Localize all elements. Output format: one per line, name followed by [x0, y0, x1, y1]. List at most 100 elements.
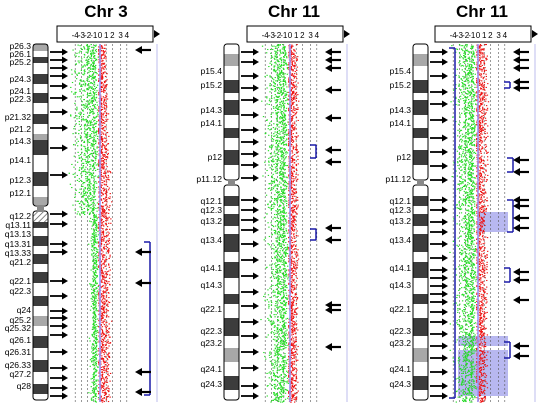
- band-label: q13.13: [5, 229, 32, 239]
- idiogram-band: [33, 186, 48, 197]
- band-label: p15.2: [200, 80, 222, 90]
- idiogram-band: [413, 100, 428, 115]
- arrow-icon: [325, 224, 332, 232]
- idiogram-band: [224, 252, 239, 262]
- arrow-icon: [442, 354, 448, 362]
- idiogram-band: [413, 138, 428, 150]
- band-label: q28: [17, 381, 32, 391]
- band-label: q24: [17, 305, 32, 315]
- idiogram-band: [33, 103, 48, 114]
- scale-tick-label: 4: [315, 31, 320, 40]
- band-label: p26.1: [9, 49, 31, 59]
- arrow-icon: [62, 374, 68, 382]
- log2-ratio-scale: -4 -3 -2 -1 0 1 2 3 4: [434, 25, 538, 43]
- panel-chr11-a: Chr 11 -4 -3 -2 -1 0 1 2 3 4 p15.4 p15.2 p14.3 p14.…: [196, 2, 350, 403]
- idiogram-band: [33, 84, 48, 93]
- centromere: [417, 179, 424, 186]
- arrow-icon: [442, 88, 448, 96]
- arrow-icon: [442, 228, 448, 236]
- arrow-icon: [442, 308, 448, 316]
- band-label: q21.2: [9, 257, 31, 267]
- idiogram-band: [224, 93, 239, 100]
- arrow-icon: [325, 306, 332, 314]
- arrow-icon: [62, 64, 68, 72]
- scale-tick-label: 0: [476, 31, 481, 40]
- arrow-icon: [513, 196, 520, 204]
- band-labels: p15.4p15.2p14.3p14.1p12p11.12q12.1q12.3q…: [196, 66, 222, 389]
- band-label: q13.11: [5, 220, 31, 230]
- arrow-icon: [442, 392, 448, 400]
- idiogram-band: [33, 44, 48, 51]
- arrow-icon: [325, 48, 332, 56]
- arrow-icon: [513, 352, 520, 360]
- scale-tick-label: -1: [280, 31, 288, 40]
- arrow-icon: [62, 108, 68, 116]
- scale-tick-label: 2: [110, 31, 115, 40]
- scale-tick-label: -3: [78, 31, 86, 40]
- arrow-icon: [62, 384, 68, 392]
- idiogram-band: [33, 57, 48, 63]
- band-label: q13.33: [5, 248, 32, 258]
- band-label: p12.1: [9, 188, 31, 198]
- idiogram-band: [224, 214, 239, 226]
- arrow-icon: [325, 114, 332, 122]
- arrow-icon: [253, 161, 259, 169]
- idiogram-band: [33, 134, 48, 140]
- idiogram-band: [33, 155, 48, 172]
- idiogram-band: [33, 246, 48, 254]
- idiogram-band: [413, 262, 428, 278]
- arrow-icon: [253, 318, 259, 326]
- idiogram-band: [33, 394, 48, 400]
- idiogram-band: [33, 360, 48, 372]
- idiogram-band: [33, 140, 48, 155]
- band-label: q22.3: [389, 326, 411, 336]
- band-label: q13.2: [200, 216, 222, 226]
- idiogram-band: [33, 228, 48, 236]
- arrow-icon: [253, 84, 259, 92]
- arrow-icon: [513, 214, 520, 222]
- arrow-icon: [253, 272, 259, 280]
- idiogram-band: [413, 93, 428, 100]
- band-label: q22.3: [9, 286, 31, 296]
- scale-tick-label: 3: [496, 31, 501, 40]
- idiogram-band: [413, 196, 428, 206]
- arrow-icon: [325, 56, 332, 64]
- arrow-icon: [253, 216, 259, 224]
- arrow-icon: [325, 158, 332, 166]
- chromosome-idiogram: [223, 43, 240, 401]
- idiogram-band: [33, 63, 48, 74]
- arrow-icon: [253, 126, 259, 134]
- band-label: q14.3: [200, 280, 222, 290]
- band-label: q12.1: [389, 196, 411, 206]
- idiogram-band: [413, 115, 428, 128]
- arrow-icon: [253, 196, 259, 204]
- idiogram-band: [33, 326, 48, 336]
- arrow-icon: [253, 332, 259, 340]
- arrow-icon: [253, 48, 259, 56]
- idiogram-band: [413, 234, 428, 252]
- band-label: q13.31: [5, 239, 32, 249]
- arrow-icon: [62, 348, 68, 356]
- chromosome-idiogram: [32, 43, 49, 401]
- panel-title: Chr 11: [456, 2, 508, 21]
- centromere: [228, 179, 235, 186]
- band-label: p14.1: [9, 155, 31, 165]
- scale-tick-label: -4: [262, 31, 270, 40]
- arrow-icon: [62, 72, 68, 80]
- idiogram-band: [224, 262, 239, 278]
- band-label: p11.12: [196, 174, 222, 184]
- band-label: q24.1: [200, 364, 222, 374]
- band-label: p14.1: [389, 118, 411, 128]
- arrow-icon: [62, 48, 68, 56]
- arrow-icon: [62, 364, 68, 372]
- idiogram-band: [224, 234, 239, 252]
- arrow-icon: [253, 226, 259, 234]
- scale-tick-label: 3: [308, 31, 313, 40]
- arrow-icon: [62, 240, 68, 248]
- arrow-icon: [253, 58, 259, 66]
- arrow-icon: [325, 86, 332, 94]
- arrow-icon: [513, 296, 520, 304]
- copy-number-plot: [241, 44, 348, 403]
- arrow-icon: [253, 392, 259, 400]
